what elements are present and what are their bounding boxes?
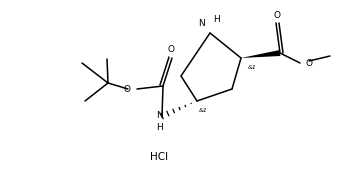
Text: O: O	[124, 84, 131, 94]
Text: H: H	[156, 122, 163, 131]
Text: O: O	[273, 10, 281, 19]
Polygon shape	[241, 50, 281, 58]
Text: O: O	[168, 45, 174, 55]
Text: O: O	[305, 58, 312, 68]
Text: HCl: HCl	[150, 153, 168, 162]
Text: N: N	[156, 111, 163, 121]
Text: &1: &1	[199, 108, 208, 113]
Text: N: N	[198, 19, 205, 29]
Text: &1: &1	[248, 65, 257, 70]
Text: H: H	[213, 15, 220, 23]
